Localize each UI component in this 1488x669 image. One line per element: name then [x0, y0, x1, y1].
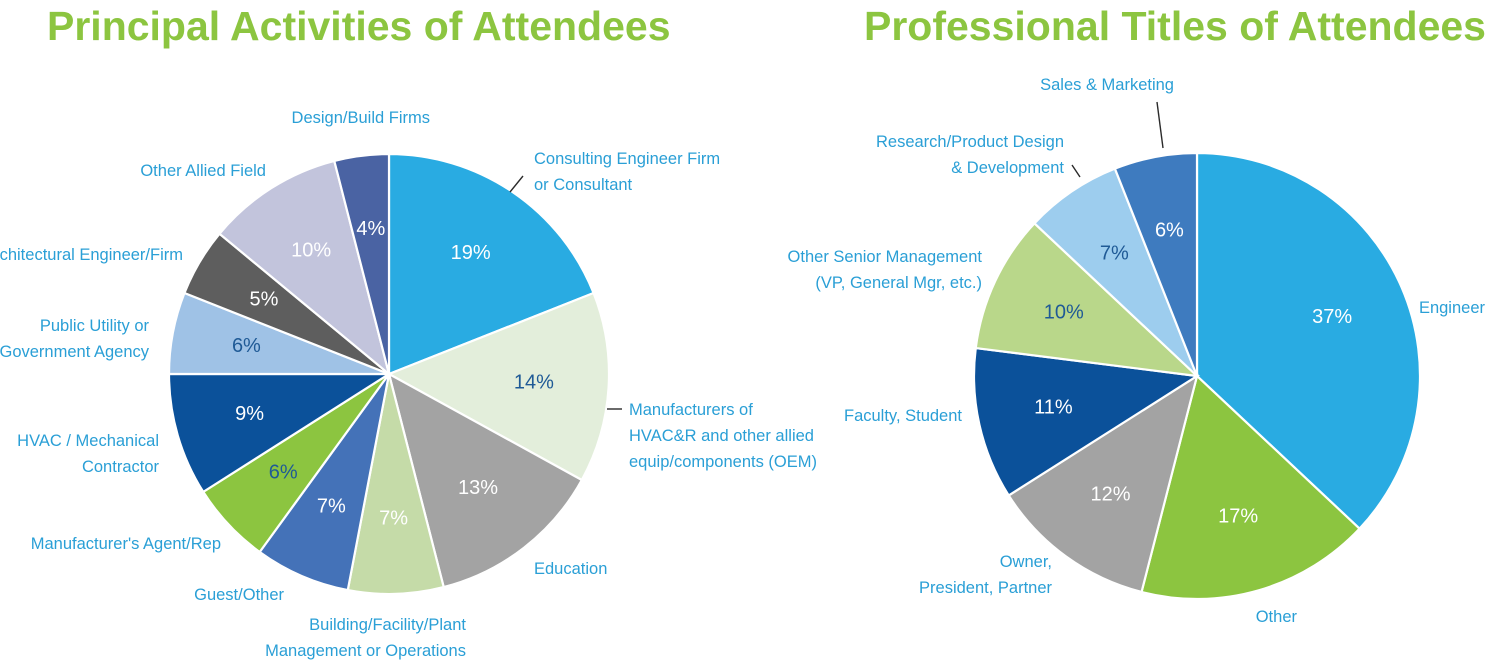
category-label-other-allied-field: Other Allied Field [140, 162, 266, 180]
slice-value-label: 9% [235, 403, 264, 425]
pie-slice-education [387, 371, 584, 589]
slice-value-label: 7% [1100, 243, 1129, 265]
category-label-faculty-student: Faculty, Student [844, 407, 962, 425]
category-label-owner-president-partner: Owner, President, Partner [919, 553, 1052, 597]
slice-value-label: 10% [1044, 302, 1084, 324]
category-label-consulting-engineer-firm-or-consultant: Consulting Engineer Firm or Consultant [534, 150, 720, 194]
slice-value-label: 4% [356, 218, 385, 240]
category-label-guest-other: Guest/Other [194, 586, 284, 604]
slice-value-label: 14% [514, 371, 554, 393]
category-label-engineer: Engineer [1419, 299, 1486, 317]
category-label-manufacturers-of-hvac-r-and-other-allied-equip-components-oem: Manufacturers of HVAC&R and other allied e… [629, 401, 817, 471]
pie-slice-engineer [1195, 151, 1422, 531]
chart-title-activities: Principal Activities of Attendees [47, 3, 671, 49]
category-label-manufacturer-s-agent-rep: Manufacturer's Agent/Rep [31, 535, 221, 553]
slice-value-label: 7% [317, 496, 346, 518]
principal-activities-chart: Principal Activities of Attendees 19% 14%… [0, 3, 817, 660]
pie-slice-faculty-student [972, 346, 1201, 498]
category-label-education: Education [534, 560, 607, 578]
pie-slice-sales-marketing [1113, 151, 1199, 377]
slice-value-label: 37% [1312, 306, 1352, 328]
leader-line [509, 175, 524, 193]
pie-slice-hvac-mechanical-contractor [167, 372, 393, 494]
pie-slice-other-allied-field [217, 159, 391, 378]
pie-slice-owner-president-partner [1007, 373, 1199, 594]
category-label-other-senior-management-vp-general-mgr-etc: Other Senior Management (VP, General Mgr,… [788, 248, 983, 292]
category-label-building-facility-plant-management-or-operations: Building/Facility/Plant Management or Ope… [265, 616, 466, 660]
professional-titles-chart: Professional Titles of Attendees 37% 17% 1… [788, 3, 1486, 626]
pie-slice-other [1140, 373, 1362, 601]
category-label-sales-marketing: Sales & Marketing [1040, 76, 1174, 94]
pie-slice-other-senior-management-vp-general-mgr-etc [974, 221, 1201, 378]
slice-value-label: 10% [291, 240, 331, 262]
category-label-research-product-design-development: Research/Product Design & Development [876, 133, 1064, 177]
slice-value-label: 6% [1155, 220, 1184, 242]
pie-slice-consulting-engineer-firm-or-consultant [387, 152, 595, 376]
slice-value-label: 17% [1218, 506, 1258, 528]
slice-value-label: 6% [269, 462, 298, 484]
category-label-design-build-firms: Design/Build Firms [292, 109, 430, 127]
slice-value-label: 19% [451, 242, 491, 264]
category-label-architectural-engineer-firm: Architectural Engineer/Firm [0, 246, 183, 264]
chart-title-titles: Professional Titles of Attendees [864, 3, 1486, 49]
pie-slice-design-build-firms [332, 152, 391, 375]
category-label-hvac-mechanical-contractor: HVAC / Mechanical Contractor [17, 432, 159, 476]
slice-value-label: 12% [1090, 483, 1130, 505]
slice-value-label: 11% [1034, 396, 1073, 418]
slice-value-label: 13% [458, 477, 498, 499]
slice-value-label: 5% [250, 288, 279, 310]
pie-slice-manufacturers-of-hvac-r-and-other-allied-equip-components-oem [386, 291, 611, 482]
category-label-public-utility-or-government-agency: Public Utility or Government Agency [0, 317, 150, 361]
leader-line [1156, 101, 1164, 149]
category-label-other: Other [1256, 608, 1298, 626]
leader-line [1071, 164, 1081, 178]
slice-value-label: 7% [379, 507, 408, 529]
slice-value-label: 6% [232, 335, 261, 357]
